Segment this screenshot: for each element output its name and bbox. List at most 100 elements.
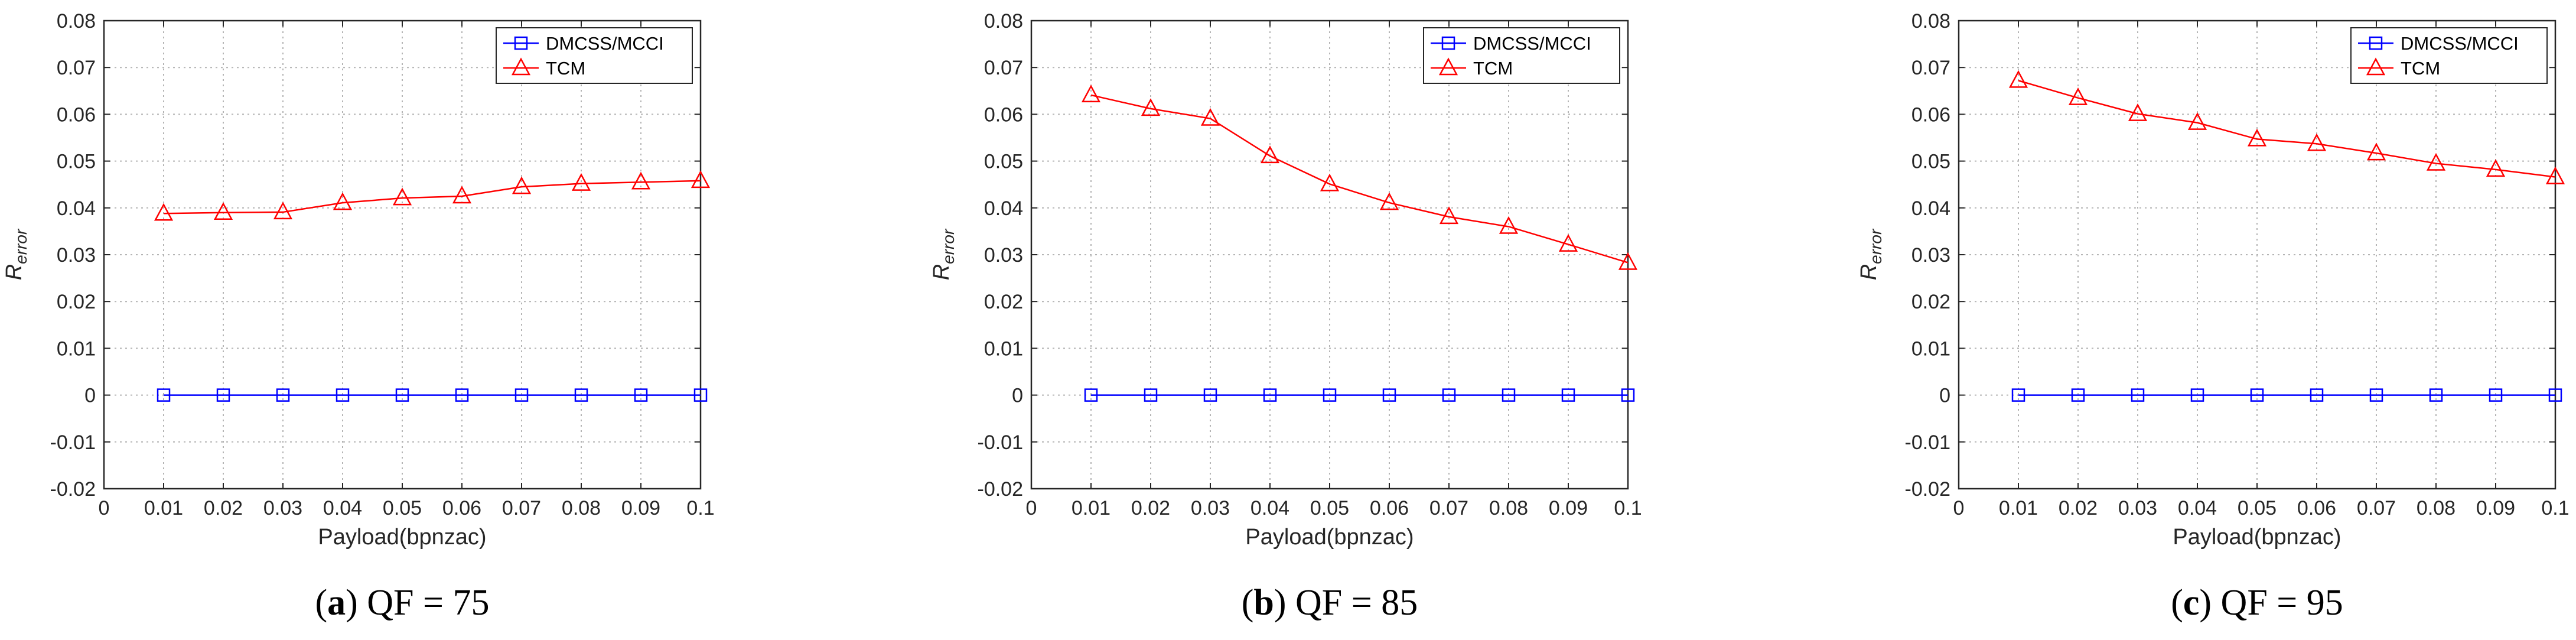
data-point-square <box>216 388 230 402</box>
legend-label: DMCSS/MCCI <box>2401 33 2519 54</box>
data-point-square <box>157 388 171 402</box>
data-point-square <box>1621 388 1635 402</box>
x-axis-label: Payload(bpnzac) <box>318 525 486 550</box>
x-tick-label: 0.07 <box>1429 497 1468 519</box>
data-point-triangle <box>2068 87 2088 105</box>
data-point-square <box>514 388 529 402</box>
data-point-triangle <box>2545 166 2565 184</box>
data-point-square <box>693 388 708 402</box>
data-point-triangle <box>2426 152 2446 171</box>
chart-panel-c: 0 0.01 0.02 0.03 0.04 0.05 0.06 0.07 0.08 0.09 0.1… <box>1857 10 2570 623</box>
x-tick-label: 0.1 <box>686 497 714 519</box>
y-axis-label: Rerror <box>929 228 958 280</box>
x-tick-label: 0 <box>99 497 110 519</box>
y-tick-label: 0 <box>1939 385 1950 407</box>
x-tick-label: 0.02 <box>204 497 243 519</box>
data-point-square <box>2250 388 2264 402</box>
y-tick-label: 0.06 <box>984 103 1023 126</box>
data-point-square <box>1263 388 1277 402</box>
legend: DMCSS/MCCI TCM <box>2350 27 2548 84</box>
data-point-triangle <box>2128 103 2148 121</box>
data-point-triangle <box>2307 133 2327 151</box>
y-tick-label: -0.01 <box>978 431 1024 454</box>
data-point-triangle <box>1200 108 1220 126</box>
y-tick-label: 0.01 <box>1911 337 1950 360</box>
legend: DMCSS/MCCI TCM <box>1423 27 1620 84</box>
data-point-triangle <box>392 187 412 206</box>
data-point-square <box>2190 388 2204 402</box>
y-axis-label: Rerror <box>2 228 30 280</box>
legend-label: TCM <box>1473 58 1513 79</box>
x-tick-label: 0.03 <box>1191 497 1230 519</box>
x-tick-label: 0.05 <box>1310 497 1349 519</box>
data-point-triangle <box>333 192 353 210</box>
x-tick-label: 0.09 <box>2476 497 2515 519</box>
y-tick-label: 0.03 <box>1911 244 1950 267</box>
data-point-square <box>2548 388 2562 402</box>
legend-box <box>1423 27 1620 84</box>
legend-label: DMCSS/MCCI <box>546 33 664 54</box>
x-tick-label: 0.09 <box>621 497 660 519</box>
legend-marker-triangle <box>2366 57 2386 76</box>
x-tick-label: 0.04 <box>2178 497 2217 519</box>
y-tick-label: -0.02 <box>50 478 96 501</box>
data-point-square <box>2310 388 2324 402</box>
y-tick-label: 0.05 <box>984 151 1023 173</box>
y-tick-label: 0 <box>1012 385 1023 407</box>
x-tick-label: 0.09 <box>1549 497 1588 519</box>
data-point-triangle <box>213 202 233 220</box>
y-tick-label: 0.01 <box>57 337 96 360</box>
legend-marker-square <box>1441 36 1455 50</box>
data-point-square <box>1144 388 1158 402</box>
x-tick-label: 0.06 <box>2297 497 2336 519</box>
data-point-triangle <box>631 171 651 190</box>
x-tick-label: 0.08 <box>1489 497 1528 519</box>
y-tick-label: 0 <box>84 385 96 407</box>
y-tick-label: 0.03 <box>984 244 1023 267</box>
data-point-square <box>2489 388 2503 402</box>
y-tick-label: 0.08 <box>1911 10 1950 33</box>
x-tick-label: 0.01 <box>1999 497 2038 519</box>
data-point-triangle <box>2008 70 2028 88</box>
data-point-square <box>2369 388 2383 402</box>
data-point-triangle <box>1558 233 1578 252</box>
chart-panel-a: 0 0.01 0.02 0.03 0.04 0.05 0.06 0.07 0.08 0.09 0.1… <box>2 10 715 623</box>
y-tick-label: 0.06 <box>1911 103 1950 126</box>
x-tick-label: 0.03 <box>263 497 302 519</box>
y-tick-label: 0.05 <box>57 151 96 173</box>
data-point-square <box>395 388 409 402</box>
y-tick-label: 0.01 <box>984 337 1023 360</box>
subfigure-caption: (c) QF = 95 <box>2171 583 2343 623</box>
y-tick-label: 0.08 <box>984 10 1023 33</box>
y-tick-label: 0.07 <box>984 57 1023 79</box>
data-point-triangle <box>1141 98 1161 116</box>
subfigure-caption: (a) QF = 75 <box>315 583 489 623</box>
x-tick-label: 0.07 <box>502 497 541 519</box>
y-tick-label: -0.02 <box>978 478 1024 501</box>
data-point-square <box>2011 388 2025 402</box>
y-tick-label: -0.02 <box>1905 478 1951 501</box>
data-point-square <box>634 388 648 402</box>
y-tick-label: 0.04 <box>1911 197 1950 220</box>
data-point-square <box>1382 388 1396 402</box>
chart-panel-b: 0 0.01 0.02 0.03 0.04 0.05 0.06 0.07 0.08 0.09 0.1… <box>929 10 1642 623</box>
x-tick-label: 0.1 <box>2541 497 2569 519</box>
y-tick-label: 0.06 <box>57 103 96 126</box>
data-point-triangle <box>691 170 711 189</box>
series-line-tcm <box>163 180 701 215</box>
data-point-square <box>2131 388 2145 402</box>
legend-marker-square <box>514 36 528 50</box>
data-point-square <box>1502 388 1516 402</box>
x-axis-label: Payload(bpnzac) <box>2173 525 2341 550</box>
data-point-triangle <box>1081 85 1101 103</box>
x-tick-label: 0.08 <box>562 497 601 519</box>
subfigure-caption: (b) QF = 85 <box>1242 583 1418 623</box>
axes-box <box>1958 20 2557 490</box>
x-tick-label: 0.04 <box>323 497 362 519</box>
x-tick-label: 0.08 <box>2417 497 2455 519</box>
data-point-square <box>336 388 350 402</box>
x-tick-label: 0.03 <box>2118 497 2157 519</box>
x-tick-label: 0.01 <box>144 497 183 519</box>
y-tick-label: -0.01 <box>1905 431 1951 454</box>
